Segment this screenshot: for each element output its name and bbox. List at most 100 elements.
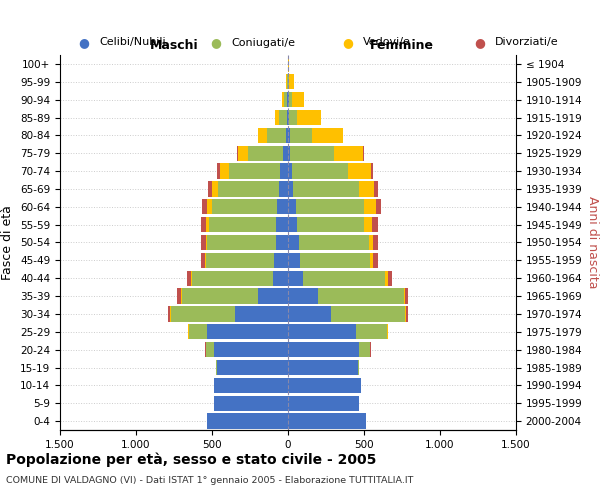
Bar <box>370 253 373 268</box>
Bar <box>277 199 288 214</box>
Bar <box>363 146 364 161</box>
Bar <box>313 128 343 143</box>
Bar <box>217 164 220 178</box>
Bar <box>282 92 284 107</box>
Bar <box>257 288 288 304</box>
Text: ●: ● <box>342 36 353 49</box>
Bar <box>206 342 214 357</box>
Bar <box>404 288 405 304</box>
Bar <box>274 253 288 268</box>
Bar <box>288 306 331 322</box>
Bar <box>319 288 404 304</box>
Bar <box>364 217 373 232</box>
Bar <box>235 306 288 322</box>
Bar <box>289 110 297 125</box>
Bar <box>218 182 279 196</box>
Bar <box>208 235 276 250</box>
Bar <box>206 253 274 268</box>
Bar <box>214 342 288 357</box>
Bar <box>374 182 377 196</box>
Bar <box>209 217 276 232</box>
Bar <box>290 128 313 143</box>
Bar <box>288 235 299 250</box>
Bar <box>358 360 359 375</box>
Bar <box>331 306 405 322</box>
Bar <box>191 270 192 286</box>
Bar <box>177 288 181 304</box>
Bar <box>217 360 288 375</box>
Bar <box>373 217 377 232</box>
Bar <box>273 270 288 286</box>
Bar <box>405 306 406 322</box>
Bar <box>287 92 288 107</box>
Bar <box>387 324 388 340</box>
Bar <box>288 270 303 286</box>
Bar <box>388 270 392 286</box>
Y-axis label: Fasce di età: Fasce di età <box>1 205 14 280</box>
Bar <box>205 342 206 357</box>
Text: Femmine: Femmine <box>370 40 434 52</box>
Bar <box>181 288 182 304</box>
Bar <box>288 199 296 214</box>
Bar <box>289 74 294 90</box>
Bar <box>288 378 361 393</box>
Bar <box>284 92 287 107</box>
Bar <box>205 253 206 268</box>
Bar <box>170 306 171 322</box>
Bar <box>182 288 257 304</box>
Bar <box>297 217 364 232</box>
Bar <box>268 128 286 143</box>
Bar <box>187 270 191 286</box>
Bar <box>359 182 374 196</box>
Text: ●: ● <box>210 36 221 49</box>
Bar <box>299 235 368 250</box>
Bar <box>275 110 279 125</box>
Bar <box>288 182 293 196</box>
Bar <box>208 324 288 340</box>
Bar <box>208 199 212 214</box>
Bar <box>289 92 292 107</box>
Text: Popolazione per età, sesso e stato civile - 2005: Popolazione per età, sesso e stato civil… <box>6 452 376 467</box>
Bar <box>168 306 170 322</box>
Bar <box>286 74 287 90</box>
Bar <box>286 128 288 143</box>
Bar <box>212 182 218 196</box>
Bar <box>288 217 297 232</box>
Bar <box>334 146 363 161</box>
Text: Celibi/Nubili: Celibi/Nubili <box>99 38 166 48</box>
Bar <box>259 128 268 143</box>
Text: Maschi: Maschi <box>149 40 199 52</box>
Bar <box>214 396 288 411</box>
Bar <box>293 182 359 196</box>
Bar <box>214 378 288 393</box>
Bar <box>237 146 238 161</box>
Bar <box>288 146 290 161</box>
Bar <box>292 92 304 107</box>
Bar <box>356 324 387 340</box>
Bar <box>287 110 288 125</box>
Bar <box>216 360 217 375</box>
Bar <box>288 288 319 304</box>
Bar <box>288 110 289 125</box>
Text: COMUNE DI VALDAGNO (VI) - Dati ISTAT 1° gennaio 2005 - Elaborazione TUTTITALIA.I: COMUNE DI VALDAGNO (VI) - Dati ISTAT 1° … <box>6 476 413 485</box>
Bar <box>297 110 321 125</box>
Bar <box>376 199 382 214</box>
Bar <box>288 128 290 143</box>
Bar <box>385 270 388 286</box>
Text: Coniugati/e: Coniugati/e <box>231 38 295 48</box>
Bar <box>279 110 287 125</box>
Bar <box>220 164 229 178</box>
Bar <box>288 164 292 178</box>
Bar <box>292 164 348 178</box>
Text: Vedovi/e: Vedovi/e <box>363 38 411 48</box>
Bar <box>288 360 358 375</box>
Bar <box>288 342 359 357</box>
Bar <box>202 235 206 250</box>
Bar <box>171 306 235 322</box>
Bar <box>359 342 370 357</box>
Bar <box>405 288 408 304</box>
Bar <box>371 164 373 178</box>
Bar <box>188 324 189 340</box>
Bar <box>296 199 364 214</box>
Bar <box>279 182 288 196</box>
